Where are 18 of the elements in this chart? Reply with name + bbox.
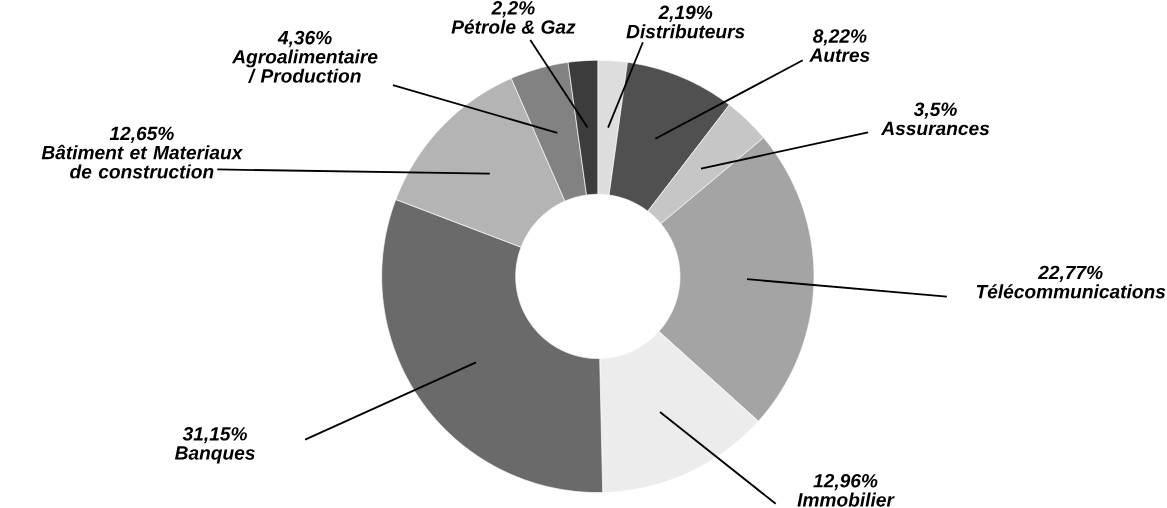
slice-label: Bâtiment et Materiaux de construction — [41, 144, 243, 179]
data-label: 4,36% — [277, 30, 332, 48]
data-label: 22,77% — [1037, 265, 1103, 283]
data-label: 12,96% — [813, 474, 878, 491]
slice-label: Assurances — [880, 121, 990, 136]
slice-label: Agroalimentaire / Production — [231, 49, 378, 83]
slice-label: Immobilier — [797, 492, 895, 507]
data-label: 3,5% — [913, 102, 957, 119]
data-label: 2,19% — [658, 5, 713, 23]
slice-label: Pétrole & Gaz — [451, 19, 576, 34]
data-label: 31,15% — [182, 427, 247, 444]
slice-label: Banques — [174, 446, 255, 464]
data-label: 12,65% — [109, 126, 174, 144]
data-label: 2,2% — [491, 1, 535, 18]
slice-label: Distributeurs — [626, 24, 745, 39]
slice-label: Télécommunications — [976, 284, 1166, 299]
slice-label: Autres — [809, 48, 870, 63]
data-label: 8,22% — [813, 29, 867, 46]
